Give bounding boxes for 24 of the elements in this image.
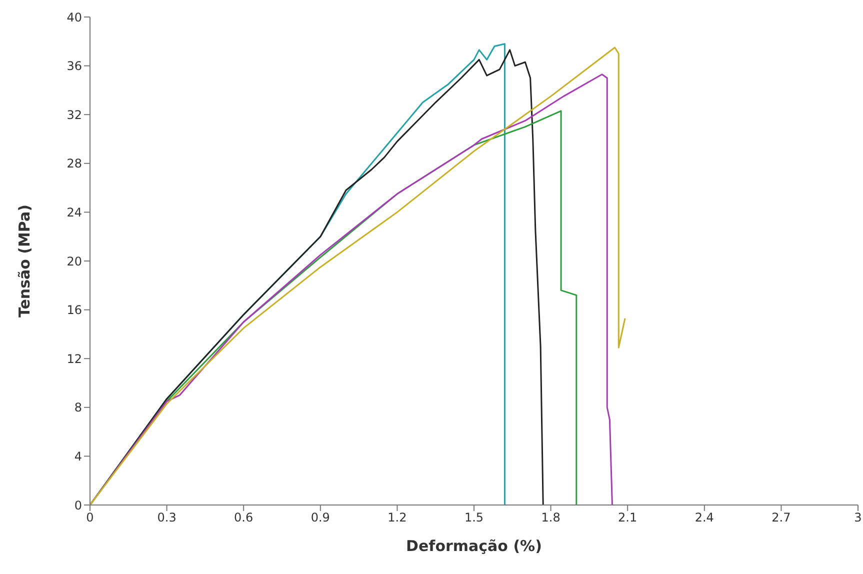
x-tick-label: 0 bbox=[86, 510, 94, 525]
x-tick-label: 2.7 bbox=[772, 510, 791, 525]
x-tick-label: 0.9 bbox=[310, 510, 330, 525]
x-tick-label: 1.8 bbox=[541, 510, 560, 525]
x-tick-label: 1.2 bbox=[388, 510, 407, 525]
y-tick-label: 16 bbox=[66, 303, 82, 318]
y-tick-label: 4 bbox=[74, 449, 82, 464]
y-tick-label: 32 bbox=[66, 108, 82, 122]
y-tick-label: 20 bbox=[66, 254, 82, 268]
x-tick-label: 3 bbox=[854, 510, 862, 525]
y-tick-label: 40 bbox=[66, 10, 82, 24]
y-tick-label: 36 bbox=[66, 59, 82, 74]
y-tick-label: 28 bbox=[66, 156, 82, 171]
y-tick-label: 0 bbox=[74, 498, 82, 512]
y-tick-label: 8 bbox=[74, 400, 82, 415]
x-axis-title: Deformação (%) bbox=[406, 537, 542, 555]
x-tick-label: 2.4 bbox=[694, 510, 714, 525]
x-tick-label: 0.3 bbox=[157, 510, 176, 525]
x-tick-label: 0.6 bbox=[234, 510, 254, 525]
y-tick-label: 24 bbox=[66, 205, 82, 220]
y-axis-title: Tensão (MPa) bbox=[15, 204, 34, 318]
x-tick-label: 1.5 bbox=[464, 510, 484, 525]
y-tick-label: 12 bbox=[66, 352, 82, 366]
x-tick-label: 2.1 bbox=[618, 510, 638, 525]
